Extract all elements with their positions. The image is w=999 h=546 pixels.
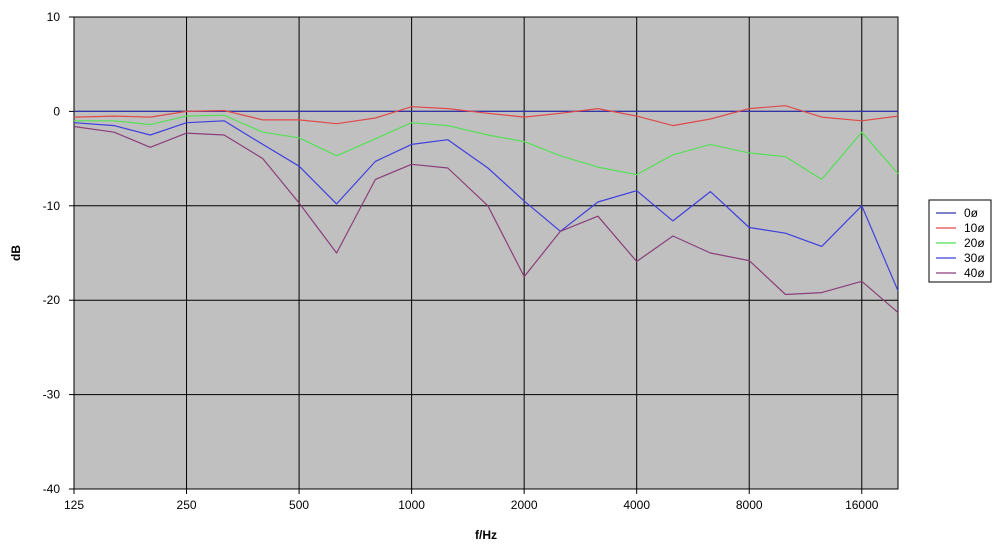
x-tick-label: 1000	[398, 498, 425, 512]
x-tick-label: 250	[177, 498, 197, 512]
y-tick-label: -10	[43, 199, 61, 213]
x-tick-label: 16000	[845, 498, 879, 512]
y-tick-label: 0	[53, 104, 60, 118]
x-axis-label: f/Hz	[475, 528, 497, 542]
x-tick-label: 125	[64, 498, 84, 512]
x-tick-label: 500	[289, 498, 309, 512]
y-axis-label: dB	[9, 245, 23, 261]
y-tick-label: -20	[43, 293, 61, 307]
legend-label: 30ø	[964, 251, 985, 265]
legend-label: 40ø	[964, 266, 985, 280]
plot-area	[74, 17, 898, 489]
legend-label: 0ø	[964, 206, 979, 220]
x-tick-label: 8000	[736, 498, 763, 512]
x-tick-label: 4000	[623, 498, 650, 512]
y-tick-labels: 10 0 -10 -20 -30 -40	[43, 10, 61, 496]
x-tick-label: 2000	[511, 498, 538, 512]
y-tick-label: -40	[43, 482, 61, 496]
y-tick-label: 10	[47, 10, 61, 24]
legend-label: 20ø	[964, 236, 985, 250]
y-tick-label: -30	[43, 388, 61, 402]
legend-label: 10ø	[964, 221, 985, 235]
x-tick-labels: 125 250 500 1000 2000 4000 8000 16000	[64, 498, 879, 512]
